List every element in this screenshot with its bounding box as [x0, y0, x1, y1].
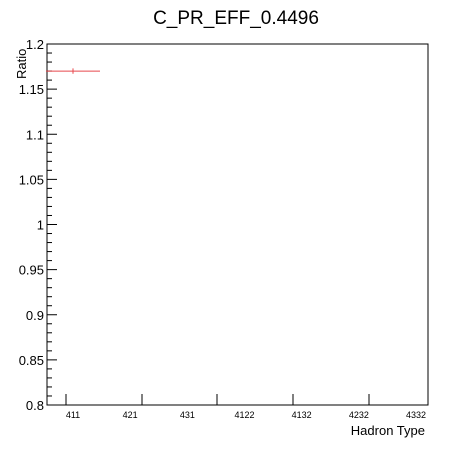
y-tick-label: 0.8 — [26, 398, 44, 413]
x-tick-label: 421 — [123, 410, 138, 420]
y-axis-label: Ratio — [14, 49, 29, 79]
y-tick-label: 1.1 — [26, 127, 44, 142]
y-tick-label: 0.9 — [26, 308, 44, 323]
x-axis-label: Hadron Type — [351, 423, 425, 438]
y-tick-label: 0.85 — [19, 353, 44, 368]
plot-frame — [47, 44, 428, 405]
x-axis: 411 421 431 4122 4132 4232 4332 — [66, 394, 426, 420]
x-tick-label: 4132 — [292, 410, 312, 420]
x-tick-label: 431 — [180, 410, 195, 420]
x-tick-label: 4232 — [349, 410, 369, 420]
x-tick-label: 4122 — [234, 410, 254, 420]
chart-title: C_PR_EFF_0.4496 — [153, 8, 319, 29]
x-tick-label: 4332 — [406, 410, 426, 420]
y-tick-label: 0.95 — [19, 263, 44, 278]
y-tick-label: 1.05 — [19, 172, 44, 187]
y-tick-label: 1.15 — [19, 82, 44, 97]
x-tick-label: 411 — [66, 410, 80, 420]
data-series — [46, 68, 100, 73]
y-tick-label: 1 — [37, 218, 44, 233]
